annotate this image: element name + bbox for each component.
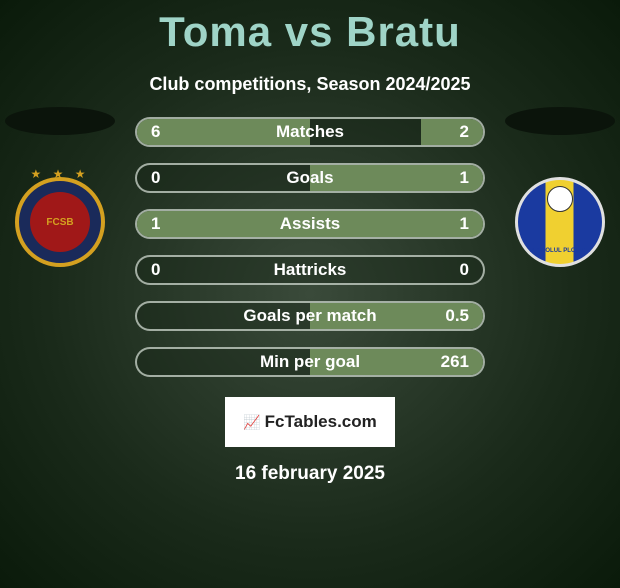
stat-label: Min per goal [260, 352, 360, 372]
badge-petrolul-text: PETROLUL PLOIEȘTI [529, 248, 590, 254]
stat-label: Matches [276, 122, 344, 142]
stat-value-right: 1 [460, 168, 469, 188]
brand-text: FcTables.com [265, 412, 377, 432]
stat-value-right: 0 [460, 260, 469, 280]
stat-value-right: 261 [441, 352, 469, 372]
badge-petrolul: PETROLUL PLOIEȘTI [515, 177, 605, 267]
football-icon [547, 186, 573, 212]
stat-value-right: 1 [460, 214, 469, 234]
stat-label: Goals per match [243, 306, 376, 326]
brand-box: 📈 FcTables.com [225, 397, 395, 447]
stat-label: Hattricks [274, 260, 347, 280]
shadow-ellipse-right [505, 107, 615, 135]
stat-row: 6 Matches 2 [135, 117, 485, 147]
stat-value-right: 2 [460, 122, 469, 142]
fill-right [421, 119, 483, 145]
stat-value-left: 0 [151, 260, 160, 280]
stat-value-left: 1 [151, 214, 160, 234]
stat-value-left: 0 [151, 168, 160, 188]
stat-label: Goals [286, 168, 333, 188]
team-left-logo: ★ ★ ★ FCSB [10, 177, 110, 267]
stat-row: Goals per match 0.5 [135, 301, 485, 331]
badge-fcsb: ★ ★ ★ FCSB [15, 177, 105, 267]
stats-area: ★ ★ ★ FCSB PETROLUL PLOIEȘTI 6 Matches 2 0 G… [0, 117, 620, 377]
page-title: Toma vs Bratu [0, 8, 620, 56]
fill-right [310, 165, 483, 191]
chart-icon: 📈 [243, 414, 260, 431]
stat-value-right: 0.5 [445, 306, 469, 326]
stat-row: 0 Hattricks 0 [135, 255, 485, 285]
stat-rows: 6 Matches 2 0 Goals 1 1 Assists 1 0 Hattricks 0 Goal… [135, 117, 485, 377]
badge-fcsb-inner: FCSB [30, 192, 90, 252]
stat-label: Assists [280, 214, 340, 234]
stat-row: 1 Assists 1 [135, 209, 485, 239]
stars-icon: ★ ★ ★ [31, 167, 90, 181]
team-right-logo: PETROLUL PLOIEȘTI [510, 177, 610, 267]
stat-row: 0 Goals 1 [135, 163, 485, 193]
date-text: 16 february 2025 [0, 463, 620, 485]
stat-row: Min per goal 261 [135, 347, 485, 377]
shadow-ellipse-left [5, 107, 115, 135]
page-subtitle: Club competitions, Season 2024/2025 [0, 74, 620, 95]
stat-value-left: 6 [151, 122, 160, 142]
